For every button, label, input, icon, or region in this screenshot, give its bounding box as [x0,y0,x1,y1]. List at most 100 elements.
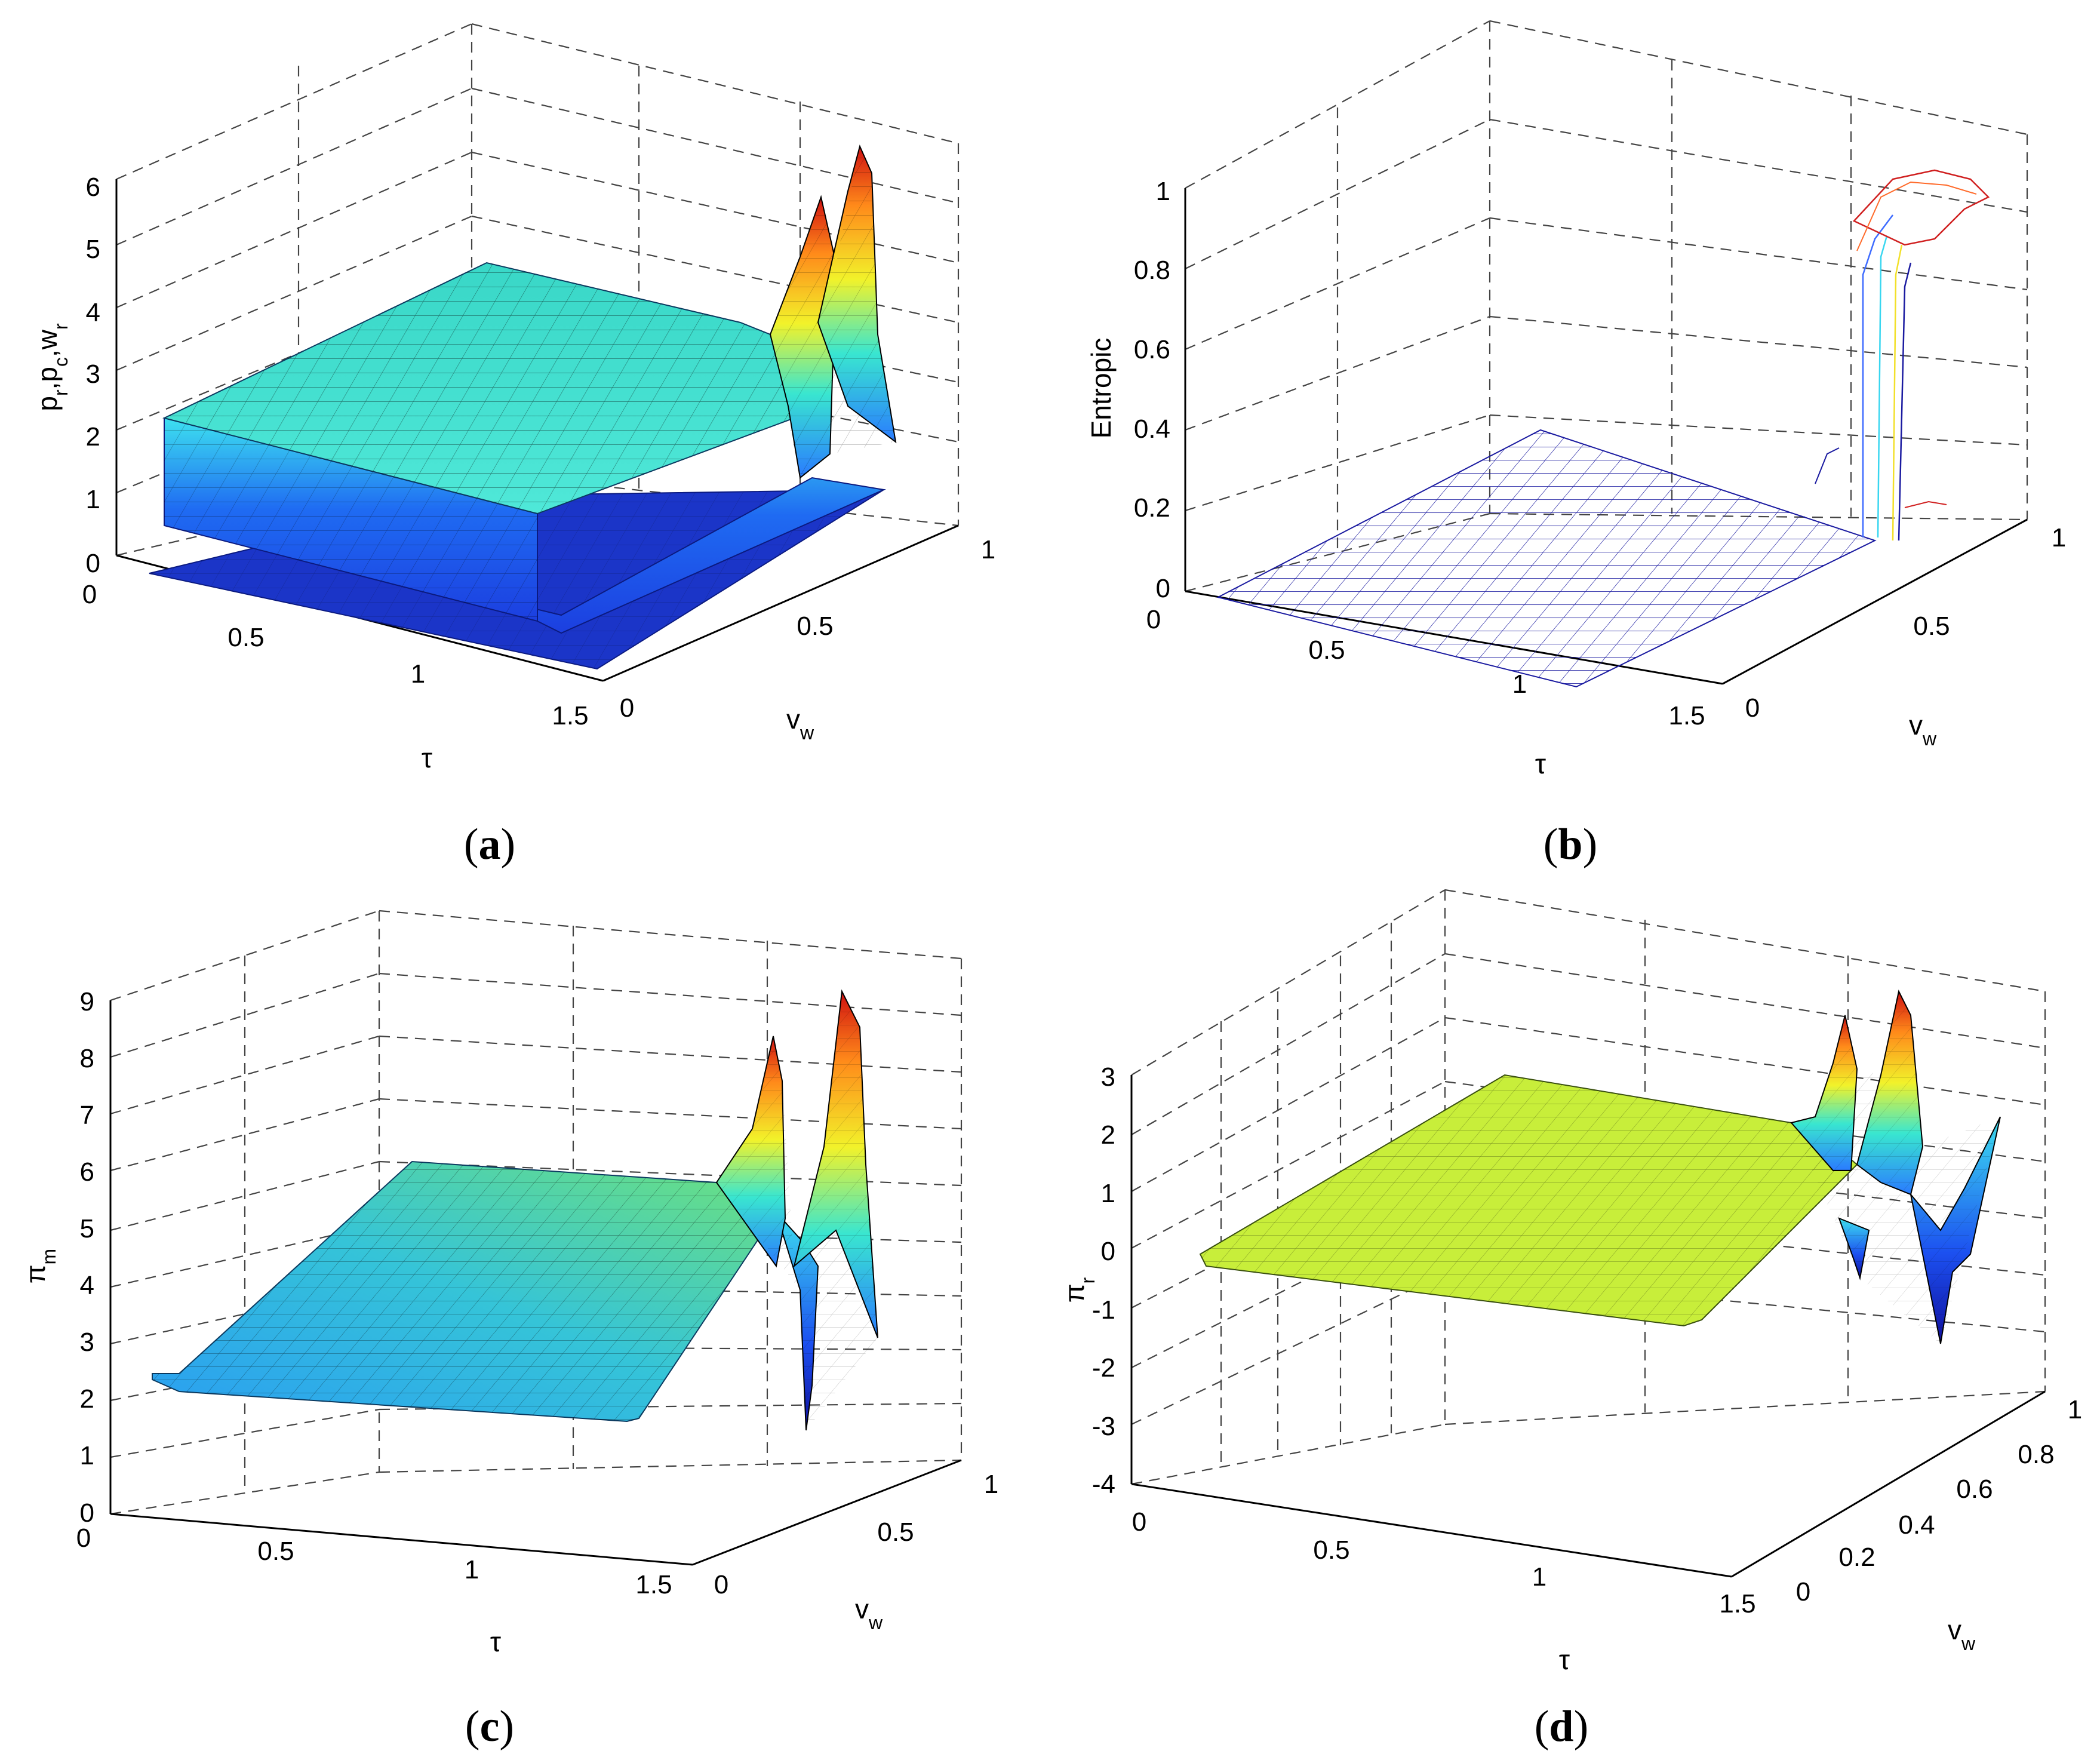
panel-d-xtick: 1 [1532,1562,1546,1592]
panel-a-top-mesh [164,263,794,514]
panel-c-xtick: 0 [76,1523,91,1553]
panel-b-letter: b [1558,820,1582,869]
panel-a-ztick: 4 [86,298,100,327]
panel-c-ytick: 0.5 [877,1518,914,1547]
panel-c-z-axis-title: πm [20,1249,60,1283]
panel-d-ztick: 0 [1101,1237,1115,1266]
panel-a-xtick: 1.5 [552,701,588,730]
panel-d-flat-mesh [1200,1075,1857,1326]
panel-c-ztick: 0 [80,1498,94,1528]
panel-a-ztick: 2 [86,422,100,451]
panel-d-y-axis-title: vw [1948,1614,1976,1654]
panel-d-xtick: 0.5 [1313,1535,1349,1565]
panel-a-front-mesh [164,418,537,621]
panel-c-z-ticks: 0 1 2 3 4 5 6 7 8 9 [80,987,94,1528]
panel-b-spike-line [1877,235,1888,538]
panel-b-mesh [1216,169,1990,688]
panel-d-surface [1199,990,2001,1344]
panel-a-z-axis-title: pr,pc,wr [32,323,72,411]
panel-d-ztick: 2 [1101,1120,1115,1150]
panel-b-ztick: 0.4 [1134,414,1170,444]
panel-d-ytick: 0.8 [2018,1440,2054,1469]
panel-a-caption: (a) [464,820,515,869]
panel-d-caption: (d) [1535,1702,1588,1751]
panel-b-spike-line [1892,244,1903,541]
panel-d-ztick: 3 [1101,1062,1115,1092]
panel-d-ztick: 1 [1101,1179,1115,1208]
panel-c-xtick: 1.5 [635,1570,672,1599]
panel-c-xtick: 0.5 [257,1537,294,1566]
panel-c-ztick: 6 [80,1157,94,1187]
panel-c-surface [152,989,878,1431]
panel-a-ytick: 1 [981,535,995,564]
panel-c-ztick: 2 [80,1384,94,1414]
panel-d-peak-mesh [1791,991,2000,1344]
panel-b: 0 0.2 0.4 0.6 0.8 1 0 0.5 1 1.5 0 0.5 1 … [1086,20,2066,869]
panel-c-axes [109,1000,962,1566]
panel-d-ytick: 0.4 [1898,1510,1935,1540]
panel-b-xtick: 1.5 [1668,701,1705,730]
panel-d-ytick: 0 [1796,1577,1810,1607]
panel-d-letter: d [1549,1702,1573,1751]
panel-b-z-axis-title: Entropic [1086,338,1117,439]
panel-b-ytick: 1 [2052,523,2066,552]
panel-c-y-ticks: 0 0.5 1 [714,1470,998,1599]
panel-c-x-axis-title: τ [490,1626,501,1657]
panel-b-xtick: 0 [1146,605,1161,634]
panel-c: 0 1 2 3 4 5 6 7 8 9 0 0.5 1 1.5 0 0.5 1 … [20,910,998,1751]
panel-a-y-axis-title: vw [786,704,814,744]
panel-a-xtick: 1 [411,659,425,689]
panel-d-xtick: 1.5 [1719,1589,1755,1618]
panel-d-ztick: -1 [1092,1295,1115,1325]
panel-b-spike-line [1898,262,1912,541]
panel-c-ztick: 9 [80,987,94,1016]
panel-c-x-ticks: 0 0.5 1 1.5 [76,1523,672,1599]
panel-b-z-ticks: 0 0.2 0.4 0.6 0.8 1 [1134,177,1170,603]
panel-b-xtick: 1 [1512,669,1527,699]
panel-d-x-ticks: 0 0.5 1 1.5 [1132,1507,1756,1618]
panel-a-peak-2-mesh [770,146,896,478]
panel-d-xtick: 0 [1132,1507,1146,1537]
panel-b-caption: (b) [1544,820,1597,869]
panel-a-xtick: 0 [82,580,97,609]
panel-d: -4 -3 -2 -1 0 1 2 3 0 0.5 1 1.5 0 0.2 0.… [1059,889,2082,1751]
panel-d-ztick: -2 [1092,1353,1115,1383]
panel-b-y-axis-title: vw [1909,709,1937,750]
panel-a-ztick: 1 [86,485,100,514]
panel-a-x-ticks: 0 0.5 1 1.5 [82,580,589,730]
panel-c-ztick: 8 [80,1044,94,1073]
panel-b-ytick: 0.5 [1913,612,1950,641]
panel-a-letter: a [479,820,501,869]
panel-a-ytick: 0 [620,693,634,723]
panel-a-ztick: 5 [86,235,100,264]
panel-a-ztick: 3 [86,360,100,389]
panel-b-peak-line [1856,181,1977,251]
panel-b-xtick: 0.5 [1308,635,1345,665]
panel-c-flat-mesh [152,1162,776,1421]
panel-c-ztick: 4 [80,1271,94,1300]
panel-a-ztick: 0 [86,549,100,578]
panel-c-ztick: 3 [80,1328,94,1357]
panel-c-ztick: 1 [80,1441,94,1470]
panel-b-flat-mesh [1216,429,1877,688]
panel-c-ytick: 0 [714,1570,728,1599]
panel-d-z-ticks: -4 -3 -2 -1 0 1 2 3 [1092,1062,1115,1499]
panel-b-ztick: 0.2 [1134,493,1170,523]
panel-c-ztick: 7 [80,1101,94,1130]
panel-b-spike-line [1862,214,1893,537]
panel-a-surface [149,145,897,670]
panel-d-ytick: 0.2 [1838,1543,1875,1572]
panel-b-x-axis-title: τ [1535,748,1546,779]
panel-d-x-axis-title: τ [1559,1644,1570,1675]
panel-d-ztick: -4 [1092,1470,1115,1499]
panel-b-ztick: 0.8 [1134,256,1170,285]
panel-c-y-axis-title: vw [855,1593,883,1633]
panel-a-ztick: 6 [86,173,100,202]
panel-a: 0 1 2 3 4 5 6 0 0.5 1 1.5 0 0.5 1 pr,pc,… [32,23,995,869]
panel-a-ytick: 0.5 [797,612,833,641]
panel-b-peak-top [1852,169,1990,246]
panel-b-ytick: 0 [1745,693,1760,723]
panel-c-xtick: 1 [465,1555,479,1584]
panel-b-y-ticks: 0 0.5 1 [1745,523,2066,723]
